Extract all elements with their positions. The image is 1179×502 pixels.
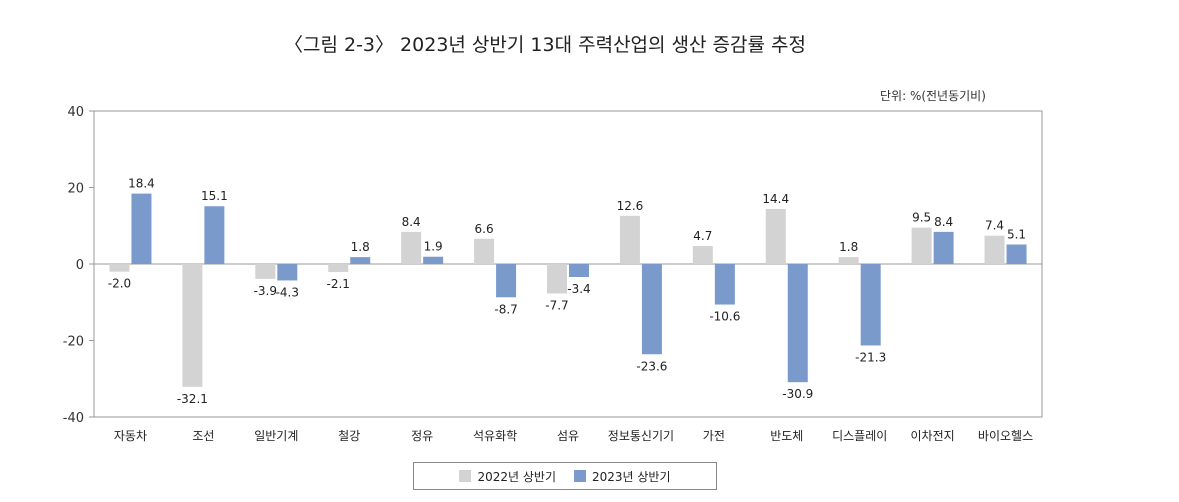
legend-label-2023: 2023년 상반기 xyxy=(592,469,671,484)
data-label: 12.6 xyxy=(617,199,644,213)
data-label: 8.4 xyxy=(402,215,421,229)
bar-2023 xyxy=(933,231,954,264)
data-label: 1.9 xyxy=(424,240,443,254)
data-label: -23.6 xyxy=(636,359,667,373)
bar-2022 xyxy=(547,264,567,294)
bar-2022 xyxy=(401,231,422,264)
bar-2022 xyxy=(474,238,495,264)
bar-2023 xyxy=(1006,244,1027,264)
category-label: 석유화학 xyxy=(473,429,517,443)
category-label: 바이오헬스 xyxy=(978,429,1033,443)
data-label: -4.3 xyxy=(276,285,299,299)
bar-2022 xyxy=(109,264,130,272)
data-label: 6.6 xyxy=(475,222,494,236)
data-label: -21.3 xyxy=(855,350,886,364)
bar-2023 xyxy=(496,264,517,298)
legend-item-2023: 2023년 상반기 xyxy=(574,468,671,485)
data-label: 8.4 xyxy=(934,215,953,229)
data-label: -10.6 xyxy=(709,310,740,324)
category-label: 정보통신기기 xyxy=(608,429,674,443)
bar-2022 xyxy=(255,264,276,279)
y-tick-label: 40 xyxy=(67,105,84,120)
data-label: -7.7 xyxy=(545,298,568,312)
bar-2023 xyxy=(204,206,225,264)
bar-2022 xyxy=(619,215,640,264)
legend-swatch-2023 xyxy=(574,470,586,482)
bar-2022 xyxy=(692,246,713,264)
category-label: 정유 xyxy=(411,429,433,443)
data-label: 18.4 xyxy=(128,177,155,191)
data-label: 14.4 xyxy=(762,192,789,206)
data-label: 1.8 xyxy=(839,240,858,254)
data-label: -30.9 xyxy=(782,387,813,401)
category-label: 이차전지 xyxy=(911,429,955,443)
bar-2023 xyxy=(569,264,589,278)
category-label: 자동차 xyxy=(114,429,147,443)
category-label: 섬유 xyxy=(557,429,579,443)
category-label: 가전 xyxy=(703,429,725,443)
data-label: 9.5 xyxy=(912,211,931,225)
data-label: 15.1 xyxy=(201,189,228,203)
data-label: -2.1 xyxy=(327,277,350,291)
data-label: 7.4 xyxy=(985,219,1004,233)
data-label: -8.7 xyxy=(494,302,517,316)
y-tick-label: -40 xyxy=(63,411,84,426)
bar-2023 xyxy=(423,256,444,264)
legend-swatch-2022 xyxy=(459,470,472,482)
y-tick-label: -20 xyxy=(63,335,84,350)
bar-2023 xyxy=(131,193,152,264)
data-label: -3.4 xyxy=(567,282,590,296)
unit-label: 단위: %(전년동기비) xyxy=(880,89,986,103)
bar-2022 xyxy=(765,208,786,264)
category-label: 철강 xyxy=(338,429,360,443)
data-label: -32.1 xyxy=(177,392,208,406)
bar-2023 xyxy=(350,257,371,264)
bar-2022 xyxy=(328,264,349,273)
data-label: 5.1 xyxy=(1007,227,1026,241)
data-label: 1.8 xyxy=(351,240,370,254)
bar-2023 xyxy=(641,264,662,355)
bar-2023 xyxy=(860,264,881,346)
bar-2022 xyxy=(838,257,859,264)
chart-title: 〈그림 2-3〉 2023년 상반기 13대 주력산업의 생산 증감률 추정 xyxy=(283,34,806,56)
legend-item-2022: 2022년 상반기 xyxy=(459,468,556,485)
bar-2022 xyxy=(911,227,932,264)
y-tick-label: 0 xyxy=(76,258,84,273)
bar-2022 xyxy=(182,264,203,387)
bar-2023 xyxy=(787,264,808,383)
y-tick-label: 20 xyxy=(67,182,84,197)
category-label: 디스플레이 xyxy=(832,429,887,443)
legend: 2022년 상반기 2023년 상반기 xyxy=(413,462,717,490)
bar-2022 xyxy=(984,235,1005,264)
category-label: 반도체 xyxy=(770,429,803,443)
data-label: -2.0 xyxy=(108,277,131,291)
bar-2023 xyxy=(714,264,735,305)
category-label: 일반기계 xyxy=(254,429,298,443)
category-label: 조선 xyxy=(192,429,214,443)
legend-label-2022: 2022년 상반기 xyxy=(477,469,556,484)
data-label: -3.9 xyxy=(254,284,277,298)
bar-2023 xyxy=(277,264,298,281)
data-label: 4.7 xyxy=(693,229,712,243)
